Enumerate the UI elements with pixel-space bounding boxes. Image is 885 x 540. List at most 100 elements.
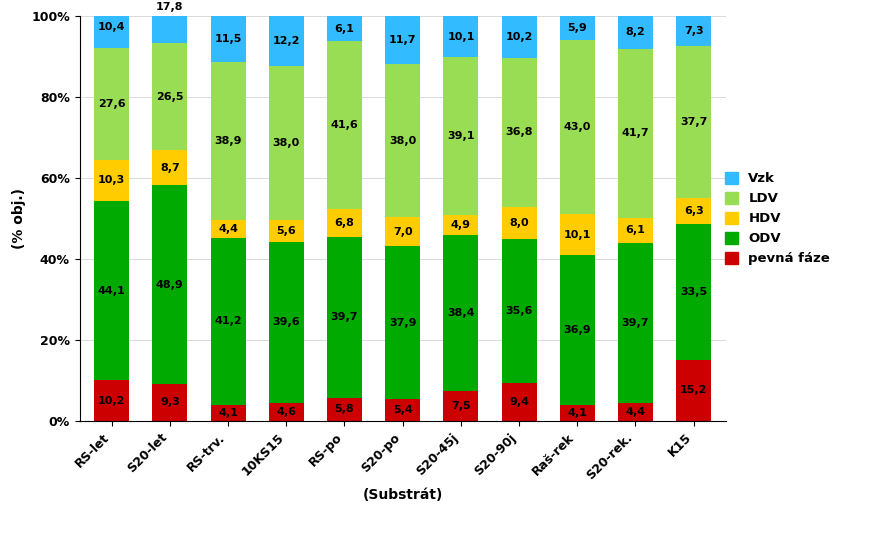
Text: 5,8: 5,8: [335, 404, 354, 415]
Text: 12,2: 12,2: [273, 36, 300, 46]
Bar: [618, 242, 653, 403]
Bar: [211, 62, 245, 220]
Bar: [327, 41, 362, 210]
Text: 4,4: 4,4: [626, 407, 645, 417]
Bar: [211, 220, 245, 238]
Text: 33,5: 33,5: [681, 287, 707, 297]
Bar: [327, 16, 362, 41]
Text: 35,6: 35,6: [505, 306, 533, 316]
Text: 37,7: 37,7: [680, 117, 707, 127]
Text: 4,1: 4,1: [567, 408, 588, 418]
Bar: [94, 201, 129, 380]
Bar: [385, 64, 420, 218]
Text: 6,3: 6,3: [684, 206, 704, 216]
Bar: [676, 360, 712, 421]
Bar: [211, 404, 245, 421]
Text: 5,9: 5,9: [567, 23, 587, 33]
Bar: [211, 16, 245, 62]
Bar: [502, 239, 536, 383]
Bar: [269, 242, 304, 403]
Bar: [152, 0, 188, 43]
X-axis label: (Substrát): (Substrát): [363, 488, 442, 502]
Text: 44,1: 44,1: [97, 286, 126, 295]
Text: 41,2: 41,2: [214, 316, 242, 326]
Text: 8,7: 8,7: [160, 163, 180, 173]
Bar: [502, 383, 536, 421]
Bar: [502, 16, 536, 57]
Bar: [618, 218, 653, 242]
Bar: [618, 49, 653, 218]
Bar: [94, 48, 129, 160]
Text: 38,0: 38,0: [273, 138, 300, 147]
Text: 41,6: 41,6: [331, 120, 358, 130]
Bar: [94, 6, 129, 48]
Text: 7,3: 7,3: [684, 26, 704, 36]
Bar: [385, 218, 420, 246]
Bar: [94, 380, 129, 421]
Text: 39,1: 39,1: [447, 131, 474, 141]
Text: 48,9: 48,9: [156, 280, 184, 289]
Text: 37,9: 37,9: [389, 318, 417, 328]
Text: 5,4: 5,4: [393, 405, 412, 415]
Bar: [560, 255, 595, 404]
Text: 10,2: 10,2: [505, 32, 533, 42]
Bar: [443, 391, 478, 421]
Text: 4,6: 4,6: [276, 407, 296, 417]
Y-axis label: (% obj.): (% obj.): [12, 188, 26, 249]
Bar: [676, 224, 712, 360]
Text: 11,5: 11,5: [214, 34, 242, 44]
Text: 36,9: 36,9: [564, 325, 591, 335]
Text: 10,1: 10,1: [447, 32, 474, 42]
Bar: [676, 199, 712, 224]
Text: 43,0: 43,0: [564, 122, 591, 132]
Bar: [618, 403, 653, 421]
Text: 10,4: 10,4: [98, 22, 126, 32]
Bar: [502, 207, 536, 239]
Text: 38,4: 38,4: [447, 308, 474, 318]
Text: 10,2: 10,2: [98, 395, 126, 406]
Bar: [560, 40, 595, 214]
Text: 4,4: 4,4: [218, 224, 238, 234]
Bar: [676, 46, 712, 199]
Text: 36,8: 36,8: [505, 127, 533, 137]
Bar: [443, 215, 478, 235]
Bar: [560, 404, 595, 421]
Text: 4,1: 4,1: [218, 408, 238, 418]
Text: 39,7: 39,7: [331, 312, 358, 322]
Text: 5,6: 5,6: [276, 226, 296, 236]
Bar: [211, 238, 245, 404]
Text: 6,1: 6,1: [626, 225, 645, 235]
Bar: [152, 186, 188, 383]
Text: 9,4: 9,4: [509, 397, 529, 407]
Bar: [443, 235, 478, 391]
Text: 27,6: 27,6: [98, 99, 126, 109]
Text: 8,2: 8,2: [626, 28, 645, 37]
Legend: Vzk, LDV, HDV, ODV, pevná fáze: Vzk, LDV, HDV, ODV, pevná fáze: [720, 167, 835, 271]
Bar: [269, 65, 304, 219]
Text: 39,7: 39,7: [622, 318, 650, 328]
Bar: [327, 397, 362, 421]
Bar: [269, 220, 304, 242]
Bar: [676, 16, 712, 46]
Bar: [269, 403, 304, 421]
Text: 10,3: 10,3: [98, 176, 126, 185]
Text: 38,0: 38,0: [389, 136, 416, 146]
Text: 8,0: 8,0: [509, 218, 529, 228]
Bar: [385, 400, 420, 421]
Text: 38,9: 38,9: [214, 136, 242, 146]
Bar: [560, 16, 595, 40]
Text: 6,1: 6,1: [335, 24, 354, 33]
Bar: [443, 57, 478, 215]
Bar: [560, 214, 595, 255]
Bar: [618, 16, 653, 49]
Bar: [443, 16, 478, 57]
Text: 4,9: 4,9: [450, 220, 471, 231]
Text: 15,2: 15,2: [680, 386, 707, 395]
Bar: [327, 237, 362, 397]
Bar: [94, 160, 129, 201]
Bar: [152, 383, 188, 421]
Text: 7,5: 7,5: [451, 401, 471, 411]
Text: 7,0: 7,0: [393, 227, 412, 237]
Bar: [385, 16, 420, 64]
Bar: [385, 246, 420, 400]
